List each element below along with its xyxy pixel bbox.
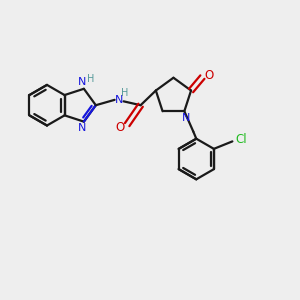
Text: H: H <box>121 88 128 98</box>
Text: O: O <box>115 121 124 134</box>
Text: H: H <box>87 74 94 84</box>
Text: Cl: Cl <box>235 134 247 146</box>
Text: N: N <box>115 95 123 105</box>
Text: N: N <box>78 123 87 133</box>
Text: N: N <box>182 113 190 123</box>
Text: O: O <box>204 69 214 82</box>
Text: N: N <box>78 77 87 87</box>
